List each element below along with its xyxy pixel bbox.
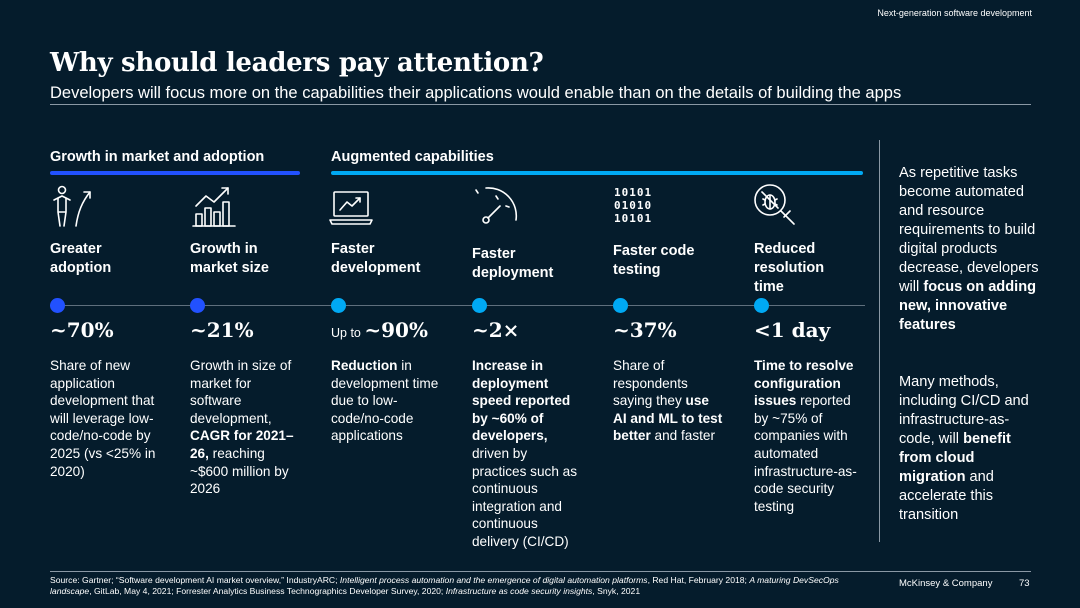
text-run: Share of new application development tha… — [50, 358, 156, 479]
page-number: 73 — [1019, 578, 1030, 589]
label-line: market size — [190, 260, 269, 276]
brand-name: McKinsey & Company — [899, 578, 993, 589]
text-run: Time to resolve configuration issues — [754, 358, 854, 409]
text-run: A maturing DevSecOps landscape — [50, 575, 839, 596]
description-deployment: Increase in deployment speed reported by… — [472, 357, 582, 551]
label-line: resolution — [754, 260, 825, 276]
text-run: , Red Hat, February 2018; — [647, 575, 750, 585]
stat-value-resolution: <1 day — [754, 318, 831, 342]
text-run: Infrastructure as code security insights — [445, 586, 593, 596]
text-run: Share of respondents saying they — [613, 358, 688, 409]
title-divider — [50, 104, 1031, 105]
timeline-line — [50, 305, 865, 306]
label-line: development — [331, 260, 421, 276]
label-line: Greater — [50, 241, 102, 257]
text-run: reaching ~$600 million by 2026 — [190, 445, 289, 497]
text-run: Many methods, including CI/CD and infras… — [899, 374, 1029, 447]
text-run: Increase in deployment speed reported by… — [472, 358, 571, 444]
label-line: time — [754, 279, 784, 295]
binary-line: 10101 — [614, 186, 653, 199]
text-run: use AI and ML to test better — [613, 393, 723, 444]
page-subtitle: Developers will focus more on the capabi… — [50, 84, 902, 102]
bar-chart-growth-icon — [190, 182, 238, 230]
section-tag: Next-generation software development — [877, 8, 1032, 18]
stat-value-testing: ~37% — [613, 318, 677, 342]
group-bar-capabilities — [331, 171, 863, 175]
sidebar-paragraph-2: Many methods, including CI/CD and infras… — [899, 373, 1041, 525]
text-run: , Snyk, 2021 — [592, 586, 641, 596]
label-line: Faster — [331, 241, 375, 257]
sidebar-paragraph-1: As repetitive tasks become automated and… — [899, 164, 1041, 335]
label-line: Faster — [472, 246, 516, 262]
text-run: benefit from cloud migration — [899, 431, 1011, 485]
timeline-dot — [190, 298, 205, 313]
description-resolution: Time to resolve configuration issues rep… — [754, 357, 866, 515]
text-run: As repetitive tasks become automated and… — [899, 165, 1039, 295]
text-run: reported by ~75% of companies with autom… — [754, 393, 857, 514]
text-run: Growth in size of market for software de… — [190, 358, 292, 426]
speedometer-icon — [472, 182, 520, 230]
timeline-dot — [472, 298, 487, 313]
column-label-resolution: Reduced resolution time — [754, 240, 879, 297]
binary-line: 10101 — [614, 212, 653, 225]
stat-value-deployment: ~2× — [472, 318, 520, 342]
text-run: Intelligent process automation and the e… — [339, 575, 648, 585]
label-line: adoption — [50, 260, 112, 276]
footer-divider — [50, 571, 1031, 572]
laptop-chart-icon — [328, 182, 376, 230]
stat-value-adoption: ~70% — [50, 318, 114, 342]
sidebar-divider — [879, 140, 880, 542]
page-title: Why should leaders pay attention? — [50, 48, 544, 78]
column-label-market-size: Growth in market size — [190, 240, 315, 278]
binary-code-icon: 10101 01010 10101 — [614, 186, 652, 225]
description-testing: Share of respondents saying they use AI … — [613, 357, 725, 445]
text-run: , GitLab, May 4, 2021; Forrester Analyti… — [89, 586, 446, 596]
timeline-dot — [613, 298, 628, 313]
text-run: driven by practices such as continuous i… — [472, 445, 578, 549]
text-run: and faster — [650, 428, 716, 444]
text-run: and accelerate this transition — [899, 469, 994, 523]
group-bar-growth — [50, 171, 300, 175]
timeline-dot — [754, 298, 769, 313]
stat-value-development: Up to ~90% — [331, 318, 428, 342]
column-label-deployment: Faster deployment — [472, 245, 597, 283]
group-label-capabilities: Augmented capabilities — [331, 149, 494, 165]
timeline-dot — [331, 298, 346, 313]
text-run: in development time due to low-code/no-c… — [331, 358, 439, 444]
text-run: focus on adding new, innovative features — [899, 279, 1037, 333]
column-label-adoption: Greater adoption — [50, 240, 175, 278]
source-note: Source: Gartner; “Software development A… — [50, 575, 870, 597]
column-label-development: Faster development — [331, 240, 456, 278]
description-market-size: Growth in size of market for software de… — [190, 357, 305, 498]
label-line: deployment — [472, 265, 554, 281]
bug-magnifier-icon — [752, 182, 800, 230]
text-run: CAGR for 2021–26, — [190, 428, 294, 461]
label-line: Reduced — [754, 241, 816, 257]
label-line: Faster code — [613, 243, 695, 259]
binary-line: 01010 — [614, 199, 653, 212]
column-label-testing: Faster code testing — [613, 242, 738, 280]
description-development: Reduction in development time due to low… — [331, 357, 446, 445]
timeline-dot — [50, 298, 65, 313]
stat-value-market-size: ~21% — [190, 318, 254, 342]
label-line: testing — [613, 262, 661, 278]
text-run: Source: Gartner; “Software development A… — [50, 575, 340, 585]
label-line: Growth in — [190, 241, 258, 257]
group-label-growth: Growth in market and adoption — [50, 149, 265, 165]
text-run: Reduction — [331, 358, 398, 373]
description-adoption: Share of new application development tha… — [50, 357, 165, 480]
person-arrow-up-icon — [50, 182, 98, 230]
